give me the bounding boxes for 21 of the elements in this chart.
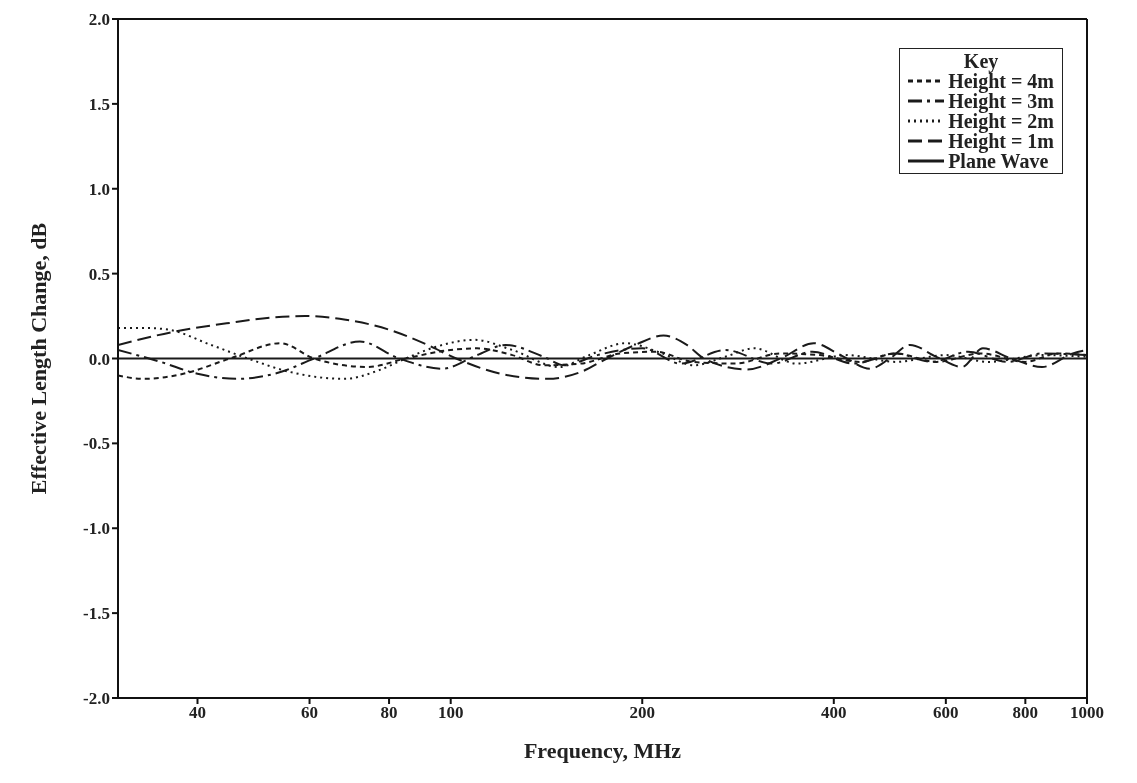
legend-title: Key xyxy=(963,50,999,72)
x-tick-label: 200 xyxy=(629,703,655,723)
y-tick-label: 2.0 xyxy=(88,10,110,30)
y-tick-label: 0.0 xyxy=(88,349,110,369)
x-tick-label: 1000 xyxy=(1070,703,1104,723)
x-tick-label: 100 xyxy=(437,703,464,723)
x-tick-label: 800 xyxy=(1012,703,1039,723)
y-tick-label: 1.0 xyxy=(88,179,110,199)
x-axis-title: Frequency, MHz xyxy=(523,738,682,763)
y-tick-label: -2.0 xyxy=(83,689,110,709)
y-tick-label: 1.5 xyxy=(88,94,110,114)
x-tick-label: 600 xyxy=(933,703,959,723)
y-tick-label: 0.5 xyxy=(88,264,110,284)
x-tick-label: 40 xyxy=(189,703,206,723)
y-tick-label: -1.5 xyxy=(83,604,110,624)
y-tick-label: -0.5 xyxy=(83,434,110,454)
x-tick-label: 400 xyxy=(821,703,847,723)
x-tick-label: 60 xyxy=(301,703,319,723)
y-tick-label: -1.0 xyxy=(83,519,110,539)
x-tick-label: 80 xyxy=(380,703,398,723)
y-axis-title: Effective Length Change, dB xyxy=(25,222,51,495)
